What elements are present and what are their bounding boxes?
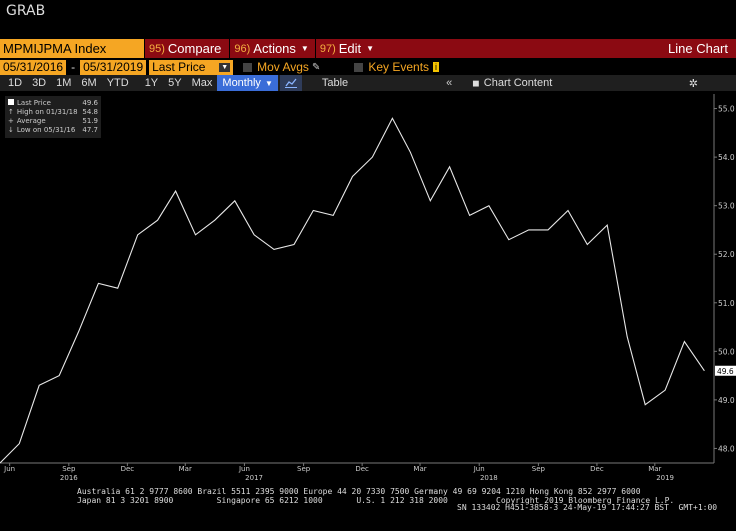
period-1d[interactable]: 1D <box>8 77 23 89</box>
window-title: GRAB <box>6 3 46 19</box>
key-events-label[interactable]: Key Events <box>368 60 430 74</box>
chart-legend: Last Price 49.6 ↑ High on 01/31/18 54.8 +… <box>5 96 101 138</box>
x-tick-label: Dec <box>590 465 604 473</box>
legend-value: 49.6 <box>82 99 98 107</box>
legend-label: Last Price <box>17 99 51 107</box>
chevron-down-icon: ▼ <box>366 44 375 53</box>
edit-menu-number: 97) <box>319 42 336 55</box>
legend-swatch <box>8 99 14 105</box>
compare-menu-number: 95) <box>149 42 165 55</box>
x-year-label: 2019 <box>656 474 674 482</box>
y-tick-label: 50.0 <box>718 347 735 356</box>
y-tick-label: 49.0 <box>718 396 735 405</box>
gear-icon[interactable]: ✲ <box>688 77 698 90</box>
last-value-tag-label: 49.6 <box>717 367 734 376</box>
frequency-select[interactable]: Monthly ▼ <box>217 75 278 91</box>
y-tick-label: 55.0 <box>718 105 735 114</box>
x-axis: Jun Sep Dec Mar Jun Sep Dec Mar Jun Sep Dec Mar 2016… <box>3 463 674 482</box>
x-tick-label: Mar <box>648 465 661 473</box>
field-select-value: Last Price <box>152 60 206 74</box>
legend-value: 47.7 <box>82 126 98 134</box>
x-tick-label: Dec <box>355 465 369 473</box>
x-tick-label: Sep <box>297 465 311 473</box>
y-tick-label: 53.0 <box>718 202 735 211</box>
legend-row-low: ↓ Low on 05/31/16 47.7 <box>8 126 98 135</box>
period-6m[interactable]: 6M <box>81 77 97 89</box>
y-tick-label: 48.0 <box>718 444 735 453</box>
arrow-up-icon: ↑ <box>8 108 14 116</box>
series-line-last-price <box>0 117 705 464</box>
legend-label: Average <box>16 117 46 125</box>
y-tick-label: 51.0 <box>718 299 735 308</box>
chevron-down-icon: ▼ <box>300 44 309 53</box>
actions-menu-label: Actions <box>253 41 296 56</box>
pencil-icon[interactable]: ✎ <box>311 61 321 73</box>
legend-label: High on 01/31/18 <box>16 108 78 116</box>
key-events-checkbox[interactable] <box>354 62 364 72</box>
field-select[interactable]: Last Price ▼ <box>149 59 234 75</box>
settings-toolbar: 05/31/2016 - 05/31/2019 Last Price ▼ Mov… <box>0 59 736 75</box>
collapse-left-icon[interactable]: « <box>446 77 453 89</box>
compare-menu[interactable]: 95) Compare <box>144 39 221 58</box>
line-chart: 48.0 49.0 50.0 51.0 52.0 53.0 54.0 55.0 Jun Sep D… <box>0 94 736 482</box>
compare-menu-label: Compare <box>167 41 222 56</box>
edit-menu-label: Edit <box>338 41 362 56</box>
x-year-label: 2018 <box>480 474 498 482</box>
y-tick-label: 54.0 <box>718 153 735 162</box>
legend-row-last-price: Last Price 49.6 <box>8 99 98 108</box>
mov-avgs-checkbox[interactable] <box>243 62 253 72</box>
start-date-input[interactable]: 05/31/2016 <box>0 59 67 75</box>
period-ytd[interactable]: YTD <box>106 77 129 89</box>
actions-menu[interactable]: 96) Actions ▼ <box>229 39 314 58</box>
x-tick-label: Mar <box>179 465 192 473</box>
last-value-tag: 49.6 <box>715 365 736 376</box>
footer-contacts-line2: Japan 81 3 3201 8900 Singapore 65 6212 1… <box>77 496 675 505</box>
last-value-tag-bg <box>715 365 736 376</box>
mov-avgs-label[interactable]: Mov Avgs <box>257 60 309 74</box>
period-1m[interactable]: 1M <box>56 77 72 89</box>
x-tick-label: Sep <box>62 465 76 473</box>
chart-content-icon: ◼ <box>472 77 480 88</box>
end-date-input[interactable]: 05/31/2019 <box>80 59 147 75</box>
command-toolbar: MPMIJPMA Index 95) Compare 96) Actions ▼… <box>0 39 736 58</box>
period-toolbar: 1D 3D 1M 6M YTD 1Y 5Y Max Monthly ▼ Tabl… <box>0 75 736 91</box>
view-type-label[interactable]: Line Chart <box>668 41 728 56</box>
footer-session-info: SN 133402 H451-3858-3 24-May-19 17:44:27… <box>457 503 718 512</box>
minus-icon: + <box>8 117 14 125</box>
x-year-label: 2016 <box>60 474 78 482</box>
legend-label: Low on 05/31/16 <box>16 126 76 134</box>
legend-row-high: ↑ High on 01/31/18 54.8 <box>8 108 98 117</box>
chart-content-label: Chart Content <box>483 77 553 89</box>
chart-content-button[interactable]: ◼ Chart Content <box>472 77 552 89</box>
x-tick-label: Mar <box>413 465 426 473</box>
edit-menu[interactable]: 97) Edit ▼ <box>314 39 380 58</box>
x-tick-label: Jun <box>238 465 250 473</box>
footer-contacts-line1: Australia 61 2 9777 8600 Brazil 5511 239… <box>77 487 641 496</box>
x-tick-label: Jun <box>473 465 485 473</box>
legend-value: 51.9 <box>82 117 98 125</box>
line-chart-icon[interactable] <box>279 75 302 91</box>
y-tick-label: 52.0 <box>718 250 735 259</box>
footer: Australia 61 2 9777 8600 Brazil 5511 239… <box>0 486 736 531</box>
arrow-down-icon: ↓ <box>8 126 14 134</box>
actions-menu-number: 96) <box>234 42 251 55</box>
period-1y[interactable]: 1Y <box>144 77 159 89</box>
chevron-down-icon: ▼ <box>264 78 273 88</box>
x-tick-label: Dec <box>121 465 135 473</box>
legend-row-average: + Average 51.9 <box>8 117 98 126</box>
period-max[interactable]: Max <box>191 77 213 89</box>
legend-value: 54.8 <box>82 108 98 116</box>
x-year-label: 2017 <box>245 474 263 482</box>
chevron-down-icon: ▼ <box>219 62 231 72</box>
date-separator: - <box>71 60 76 74</box>
ticker-field[interactable]: MPMIJPMA Index <box>0 39 144 58</box>
table-button[interactable]: Table <box>321 77 349 89</box>
period-3d[interactable]: 3D <box>32 77 47 89</box>
period-5y[interactable]: 5Y <box>168 77 182 89</box>
x-tick-label: Sep <box>532 465 546 473</box>
info-icon[interactable]: i <box>433 62 440 72</box>
y-axis: 48.0 49.0 50.0 51.0 52.0 53.0 54.0 55.0 <box>714 105 735 453</box>
x-tick-label: Jun <box>3 465 15 473</box>
frequency-value: Monthly <box>222 77 261 89</box>
